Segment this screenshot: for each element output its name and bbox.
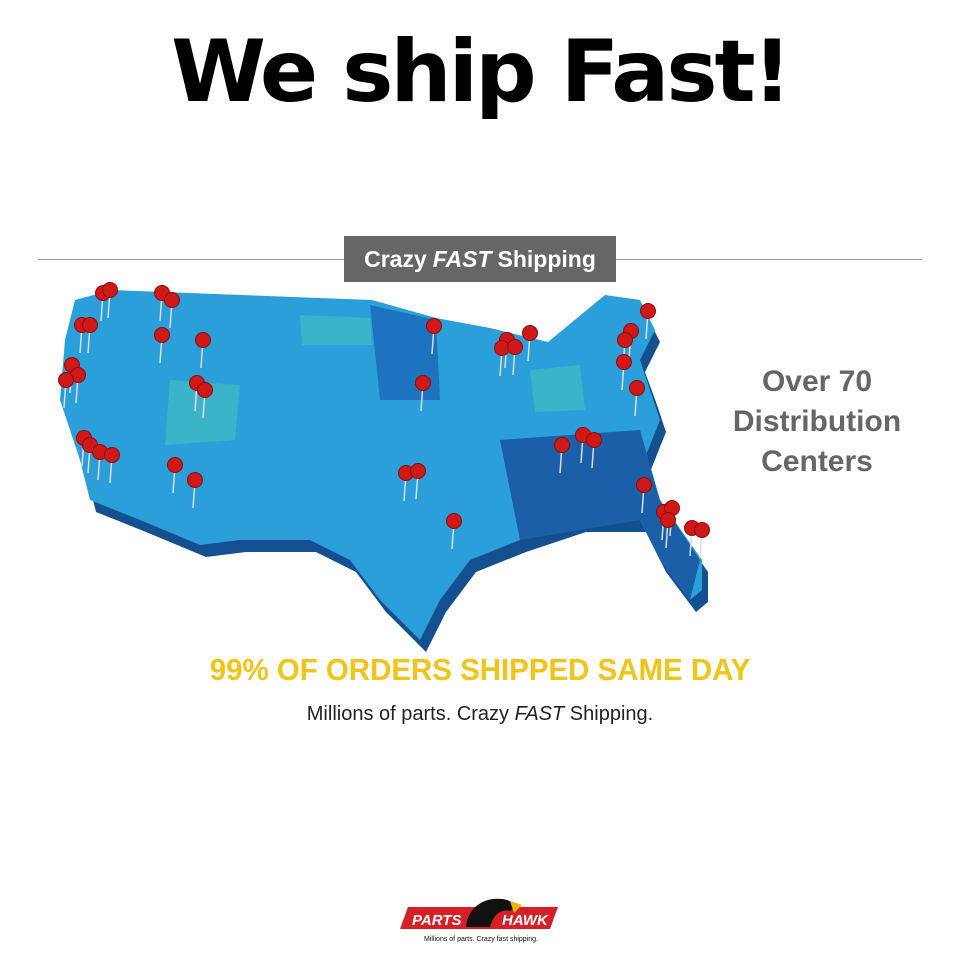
- map-pin-icon: [640, 303, 656, 319]
- map-pin-icon: [660, 512, 676, 528]
- map-pin-icon: [617, 332, 633, 348]
- map-pin-icon: [197, 382, 213, 398]
- map-pin-icon: [195, 332, 211, 348]
- map-pin-icon: [446, 513, 462, 529]
- tagline-2: FAST: [514, 703, 565, 725]
- region-mountain: [165, 380, 240, 445]
- distribution-line-2: Distribution: [732, 405, 902, 438]
- tagline: Millions of parts. Crazy FAST Shipping.: [0, 703, 960, 726]
- banner-text-1: Crazy: [364, 245, 427, 272]
- map-pin-icon: [522, 325, 538, 341]
- tagline-3: Shipping.: [564, 703, 654, 725]
- map-pin-icon: [82, 317, 98, 333]
- map-pin-icon: [102, 282, 118, 298]
- map-pin-icon: [167, 457, 183, 473]
- distribution-pins: [58, 282, 710, 559]
- map-pin-icon: [187, 472, 203, 488]
- parts-hawk-logo[interactable]: PARTS HAWK Millions of parts. Crazy fast…: [398, 893, 564, 949]
- map-pin-icon: [636, 477, 652, 493]
- map-pin-icon: [58, 372, 74, 388]
- us-map-with-pins: [58, 282, 710, 652]
- headline: We ship Fast!: [171, 22, 792, 122]
- map-pin-icon: [616, 354, 632, 370]
- banner-text-2: FAST: [432, 245, 492, 272]
- logo-right-text: HAWK: [502, 912, 549, 929]
- hawk-icon: [466, 898, 516, 927]
- map-pin-icon: [410, 463, 426, 479]
- region-southeast: [500, 430, 700, 600]
- map-pin-icon: [154, 327, 170, 343]
- hawk-beak-icon: [510, 901, 522, 913]
- map-pin-icon: [426, 318, 442, 334]
- distribution-line-1: Over 70: [761, 365, 873, 398]
- us-map: [60, 290, 708, 652]
- tagline-1: Millions of parts. Crazy: [306, 703, 515, 725]
- distribution-line-3: Centers: [761, 445, 873, 478]
- region-ohio: [530, 365, 585, 412]
- region-plains: [300, 315, 372, 345]
- map-pin-icon: [415, 375, 431, 391]
- shipping-banner: Crazy FAST Shipping: [344, 236, 616, 282]
- map-pin-icon: [629, 380, 645, 396]
- map-pin-icon: [104, 447, 120, 463]
- distribution-centers-text: Over 70 Distribution Centers: [712, 362, 922, 482]
- map-pin-icon: [554, 437, 570, 453]
- same-day-claim: 99% OF ORDERS SHIPPED SAME DAY: [209, 652, 751, 687]
- map-pin-icon: [164, 292, 180, 308]
- logo-left-text: PARTS: [412, 912, 461, 929]
- map-pin-icon: [694, 522, 710, 538]
- logo-slogan: Millions of parts. Crazy fast shipping.: [424, 936, 538, 943]
- map-pin-icon: [507, 339, 523, 355]
- map-pin-icon: [586, 432, 602, 448]
- banner-text-3: Shipping: [497, 245, 596, 272]
